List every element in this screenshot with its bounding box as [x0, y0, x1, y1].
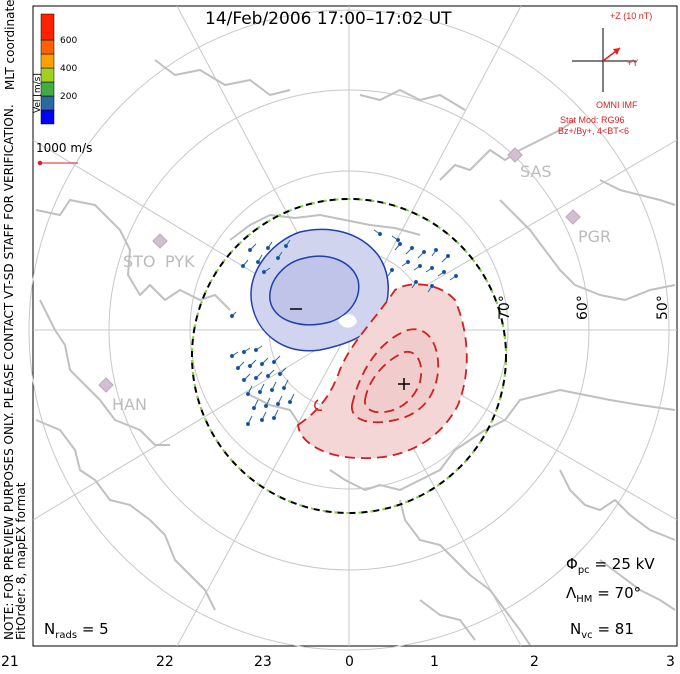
hm-boundary-latitude: ΛHM = 70°	[566, 584, 642, 605]
mlt-tick-label: 22	[156, 654, 174, 670]
cross-polar-potential: Φpc = 25 kV	[566, 555, 655, 576]
latitude-label: 50°	[655, 295, 671, 320]
velocity-vectors	[229, 229, 459, 427]
mlt-tick-label: 1	[430, 654, 439, 670]
coordinate-system-label: MLT coordinates	[3, 0, 17, 90]
radar-count: Nrads = 5	[44, 620, 109, 641]
imf-y-label: +Y	[627, 58, 639, 68]
colorbar-unit: Vel [m/s]	[33, 73, 43, 113]
vector-count: Nvc = 81	[570, 620, 634, 641]
vector-scale-label: 1000 m/s	[36, 141, 93, 155]
fit-order-note: FitOrder: 8, mapEX format	[14, 482, 28, 640]
station-label-sto: STO	[123, 252, 156, 271]
station-label-sas: SAS	[520, 162, 552, 181]
imf-condition: Bz+/By+, 4<BT<6	[558, 126, 630, 136]
mlt-tick-label: 2	[530, 654, 539, 670]
imf-source: OMNI IMF	[596, 100, 638, 110]
station-label-pgr: PGR	[578, 227, 612, 246]
latitude-label: 60°	[575, 295, 591, 320]
colorbar-tick: 200	[60, 92, 78, 102]
positive-maximum-marker	[398, 378, 410, 390]
latitude-label: 70°	[497, 295, 513, 320]
mlt-tick-label: 3	[666, 654, 675, 670]
mlt-tick-label: 23	[254, 654, 272, 670]
colorbar-tick: 600	[60, 36, 78, 46]
coastlines	[35, 59, 676, 646]
station-label-pyk: PYK	[165, 252, 195, 271]
imf-z-label: +Z (10 nT)	[610, 11, 653, 21]
mlt-tick-label: 0	[345, 654, 354, 670]
imf-model: Stat Mod: RG96	[560, 115, 625, 125]
negative-cell-inner	[269, 255, 360, 326]
velocity-colorbar	[40, 13, 55, 125]
station-label-han: HAN	[112, 395, 147, 414]
radar-station-markers	[98, 147, 581, 393]
positive-cell-mid	[351, 328, 440, 424]
map-frame	[32, 5, 678, 647]
page-title: 14/Feb/2006 17:00–17:02 UT	[205, 9, 452, 29]
vector-scale-marker	[37, 160, 78, 166]
positive-cell-inner	[364, 351, 423, 414]
colorbar-tick: 400	[60, 64, 78, 74]
mlt-tick-label: 21	[1, 654, 19, 670]
